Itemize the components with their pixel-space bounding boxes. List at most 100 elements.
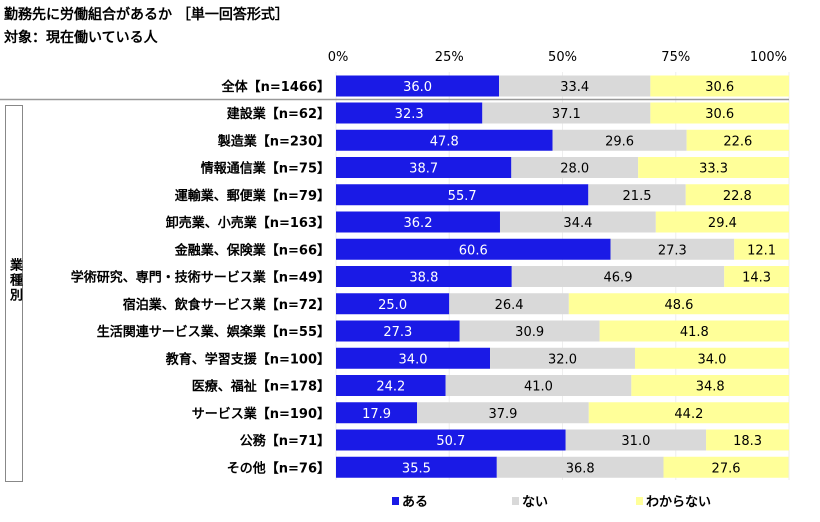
bar-segment [336,456,497,478]
data-label: 30.9 [515,325,544,340]
bar-segment [499,211,656,233]
category-label: 情報通信業【n=75】 [201,161,330,177]
data-label: 27.3 [658,243,687,258]
bar-segment [336,75,500,97]
bar-segment [511,157,639,178]
bar-segment [336,402,418,424]
legend-label: ある [402,495,428,510]
data-label: 34.0 [698,352,727,367]
data-label: 22.6 [723,134,752,149]
bar-segment [663,456,789,478]
bar-segment [336,211,500,233]
bar-segment [568,293,789,315]
legend-label: ない [522,495,548,510]
data-label: 30.6 [705,107,734,122]
data-label: 27.3 [383,325,412,340]
data-label: 38.7 [409,162,438,177]
bar-segment [552,129,687,151]
chart-title: 勤務先に労働組合があるか ［単一回答形式］ [4,7,289,23]
data-label: 25.0 [378,298,407,313]
category-label: 建設業【n=62】 [227,106,330,122]
bar-segment [445,375,632,396]
data-label: 41.0 [524,380,553,395]
legend-swatch [392,497,399,505]
bar-segment [511,266,725,287]
data-label: 32.3 [395,107,424,122]
bar-segment [336,293,450,315]
bar-segment [336,320,460,342]
bar-segment [588,402,789,424]
bar-segment [449,293,569,315]
bar-segment [490,347,635,369]
bar-segment [336,102,483,124]
bar-segment [588,184,686,206]
data-label: 36.2 [404,216,433,231]
bar-segment [638,157,789,178]
data-label: 22.8 [723,189,752,204]
bar-segment [724,266,789,287]
data-label: 34.0 [399,352,428,367]
category-label: 金融業、保険業【n=66】 [174,242,330,258]
data-label: 46.9 [604,271,633,286]
category-label: 運輸業、郵便業【n=79】 [175,188,330,204]
data-label: 41.8 [680,325,709,340]
x-tick-label: 0% [328,50,349,65]
data-label: 26.4 [495,298,524,313]
data-label: 17.9 [362,407,391,422]
data-label: 35.5 [402,461,431,476]
bar-segment [336,157,512,178]
bar-segment [336,266,512,287]
data-label: 55.7 [448,189,477,204]
data-label: 50.7 [436,434,465,449]
data-label: 34.8 [696,380,725,395]
data-label: 27.6 [712,461,741,476]
data-label: 47.8 [430,134,459,149]
bar-segment [417,402,589,424]
bar-segment [610,238,735,260]
category-label: 教育、学習支援【n=100】 [165,351,330,367]
bar-segment [655,211,789,233]
bar-segment [634,347,789,369]
bar-segment [734,238,789,260]
bar-segment [482,102,651,124]
bar-segment [650,75,789,97]
data-label: 31.0 [621,434,650,449]
bar-segment [336,375,446,396]
bar-segment [336,347,491,369]
data-label: 14.3 [742,271,771,286]
bar-segment [565,429,707,451]
bar-segment [336,429,566,451]
data-label: 33.4 [560,80,589,95]
category-label: 卸売業、小売業【n=163】 [166,215,330,231]
category-label: 宿泊業、飲食サービス業【n=72】 [123,297,330,313]
data-label: 12.1 [747,243,776,258]
bar-segment [499,75,651,97]
legend-swatch [636,497,643,505]
category-label: 公務【n=71】 [240,433,330,449]
data-label: 37.1 [552,107,581,122]
bar-segment [336,238,611,260]
bar-segment [336,129,553,151]
group-box [5,105,23,482]
data-label: 24.2 [376,380,405,395]
group-label: 業種別 [7,258,22,303]
legend-label: わからない [646,495,711,510]
category-label: 製造業【n=230】 [217,133,330,149]
data-label: 30.6 [705,80,734,95]
category-label: サービス業【n=190】 [192,406,330,422]
data-label: 29.6 [605,134,634,149]
bar-segment [686,129,789,151]
data-label: 37.9 [488,407,517,422]
data-label: 38.8 [409,271,438,286]
category-label: 生活関連サービス業、娯楽業【n=55】 [97,324,330,340]
data-label: 21.5 [623,189,652,204]
data-label: 48.6 [664,298,693,313]
category-label: 全体【n=1466】 [221,79,330,95]
category-label: 学術研究、専門・技術サービス業【n=49】 [71,270,330,286]
bar-segment [706,429,789,451]
data-label: 36.0 [403,80,432,95]
data-label: 44.2 [674,407,703,422]
bar-segment [650,102,789,124]
bar-segment [599,320,789,342]
